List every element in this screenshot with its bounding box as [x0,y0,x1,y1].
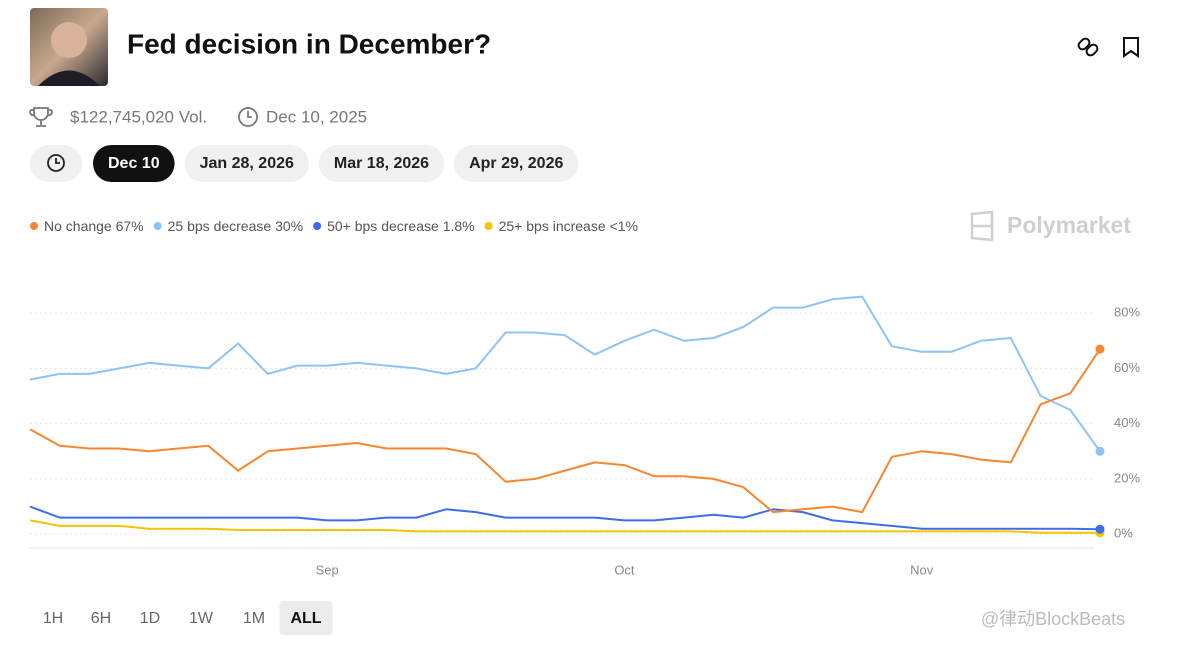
legend-name: 50+ bps decrease [327,218,439,234]
legend-name: 25+ bps increase [499,218,606,234]
trophy-icon [29,107,53,127]
legend-label: 25 bps decrease 30% [168,218,303,234]
watermark: @律动BlockBeats [981,609,1125,629]
range-button[interactable]: 6H [91,610,111,627]
range-button[interactable]: ALL [279,601,333,635]
end-date: Dec 10, 2025 [266,107,367,126]
legend-current: 30% [275,218,303,234]
legend-current: 1.8% [443,218,475,234]
y-tick-label: 80% [1114,305,1140,320]
legend-current: 67% [116,218,144,234]
range-button[interactable]: 1M [243,610,265,627]
range-button[interactable]: 1D [140,610,160,627]
volume: $122,745,020 Vol. [70,107,207,126]
x-tick-label: Nov [910,562,934,577]
range-button[interactable]: 1H [43,610,63,627]
series-end-dot [1095,446,1105,456]
range-button-bg[interactable] [279,601,333,635]
date-tab-bg[interactable] [318,145,445,182]
range-button-label[interactable]: 1D [140,610,160,627]
range-button-label[interactable]: ALL [290,610,321,627]
y-tick-label: 60% [1114,360,1140,375]
range-button-label[interactable]: 1M [243,610,265,627]
date-tab[interactable]: Mar 18, 2026 [318,145,445,182]
legend-marker [313,222,322,230]
legend-label: 25+ bps increase <1% [499,218,638,234]
y-tick-label: 0% [1114,526,1133,541]
date-tab-label[interactable]: Apr 29, 2026 [469,155,563,172]
legend-label: No change 67% [44,218,144,234]
range-button-label[interactable]: 1H [43,610,63,627]
date-tab-label[interactable]: Mar 18, 2026 [334,155,429,172]
series-end-dot [1095,344,1105,354]
legend-marker [30,222,38,230]
brand-name: Polymarket [1007,212,1131,238]
range-button[interactable]: 1W [189,610,214,627]
legend-name: No change [44,218,112,234]
bookmark-icon[interactable] [1123,37,1139,58]
series-end-dot [1095,524,1105,534]
y-tick-label: 20% [1114,470,1140,485]
clock-icon [238,107,258,127]
series-line [29,505,1101,531]
legend-label: 50+ bps decrease 1.8% [327,218,475,234]
legend-current: <1% [610,218,638,234]
date-tab-bg[interactable] [184,145,309,182]
link-icon[interactable] [1077,37,1099,57]
date-tab-bg[interactable] [454,145,579,182]
range-button-label[interactable]: 6H [91,610,111,627]
series-line [29,519,1100,534]
x-tick-label: Sep [316,562,339,577]
series-line [29,348,1101,514]
date-tab-label[interactable]: Jan 28, 2026 [200,155,294,172]
date-tab[interactable]: Jan 28, 2026 [184,145,309,182]
y-tick-label: 40% [1114,415,1140,430]
avatar-suit [38,70,100,86]
avatar-face [51,22,87,58]
date-tab[interactable]: Apr 29, 2026 [454,145,579,182]
range-button-label[interactable]: 1W [189,610,214,627]
date-tab[interactable]: Dec 10 [93,145,175,182]
history-button[interactable] [30,145,82,182]
brand-icon [970,210,994,242]
date-tab-label[interactable]: Dec 10 [108,155,160,172]
market-title: Fed decision in December? [127,28,491,59]
legend-name: 25 bps decrease [168,218,272,234]
legend-marker [484,222,493,230]
series-line [29,295,1101,452]
legend-marker [153,222,162,230]
x-tick-label: Oct [614,562,635,577]
date-tab-bg[interactable] [93,145,175,182]
